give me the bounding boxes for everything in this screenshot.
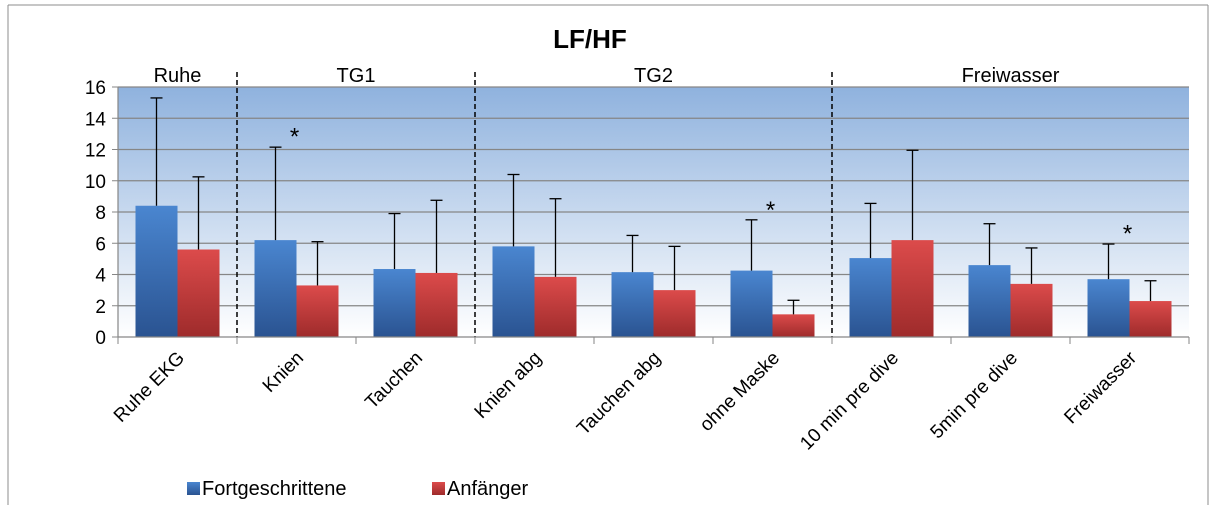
- x-tick-label: Knien abg: [471, 348, 546, 423]
- bar-fortgeschrittene: [1087, 279, 1130, 337]
- bar-fortgeschrittene: [968, 265, 1011, 337]
- legend-label-fortgeschrittene: Fortgeschrittene: [202, 478, 347, 500]
- legend: Fortgeschrittene Anfänger: [187, 478, 529, 500]
- x-tick-label: Knien: [259, 348, 308, 397]
- group-label: TG1: [337, 65, 376, 87]
- bar-fortgeschrittene: [254, 240, 297, 337]
- bar-fortgeschrittene: [492, 246, 535, 337]
- x-tick-label: Ruhe EKG: [110, 348, 189, 427]
- group-labels: Ruhe TG1 TG2 Freiwasser: [154, 65, 1060, 87]
- x-tick-label: Tauchen: [361, 348, 427, 414]
- y-tick-label: 0: [95, 328, 106, 349]
- chart-title: LF/HF: [553, 24, 627, 54]
- group-label: Ruhe: [154, 65, 202, 87]
- y-tick-label: 4: [95, 266, 106, 287]
- y-tick-label: 8: [95, 203, 106, 224]
- y-tick-label: 14: [85, 109, 107, 130]
- significance-marker: *: [1123, 220, 1132, 247]
- error-bars: [150, 97, 1157, 315]
- y-tick-labels: 0 2 4 6 8 10 12 14 16: [85, 78, 107, 349]
- x-tick-label: ohne Maske: [696, 348, 784, 436]
- bar-anfaenger: [1010, 283, 1053, 337]
- y-tick-label: 12: [85, 141, 106, 162]
- x-tick-labels: Ruhe EKG Knien Tauchen Knien abg Tauchen abg…: [110, 347, 1142, 454]
- bars: [135, 205, 1172, 337]
- significance-marker: *: [290, 123, 299, 150]
- bar-anfaenger: [1129, 301, 1172, 337]
- bar-fortgeschrittene: [373, 269, 416, 337]
- x-tick-label: Tauchen abg: [573, 348, 665, 440]
- x-tick-label: 5min pre dive: [927, 348, 1023, 444]
- legend-label-anfaenger: Anfänger: [447, 478, 529, 500]
- y-tick-label: 2: [95, 297, 106, 318]
- group-separators: [236, 72, 833, 337]
- x-tick-label: Freiwasser: [1060, 347, 1141, 428]
- bar-anfaenger: [177, 249, 220, 337]
- x-tick-label: 10 min pre dive: [796, 348, 903, 455]
- y-tick-label: 16: [85, 78, 106, 99]
- bar-anfaenger: [415, 272, 458, 337]
- bar-anfaenger: [772, 314, 815, 337]
- legend-swatch-anfaenger: [432, 482, 445, 495]
- bar-anfaenger: [534, 276, 577, 337]
- bar-anfaenger: [653, 290, 696, 337]
- bar-anfaenger: [891, 240, 934, 337]
- significance-annotations: * * *: [290, 123, 1132, 247]
- y-tick-label: 10: [85, 172, 106, 193]
- legend-swatch-fortgeschrittene: [187, 482, 200, 495]
- bar-fortgeschrittene: [730, 270, 773, 337]
- axes: [117, 87, 1190, 344]
- bar-anfaenger: [296, 285, 339, 337]
- bar-fortgeschrittene: [611, 272, 654, 337]
- bar-fortgeschrittene: [849, 258, 892, 337]
- bar-fortgeschrittene: [135, 205, 178, 337]
- group-label: TG2: [634, 65, 673, 87]
- group-label: Freiwasser: [962, 65, 1060, 87]
- y-tick-label: 6: [95, 234, 106, 255]
- significance-marker: *: [766, 197, 775, 224]
